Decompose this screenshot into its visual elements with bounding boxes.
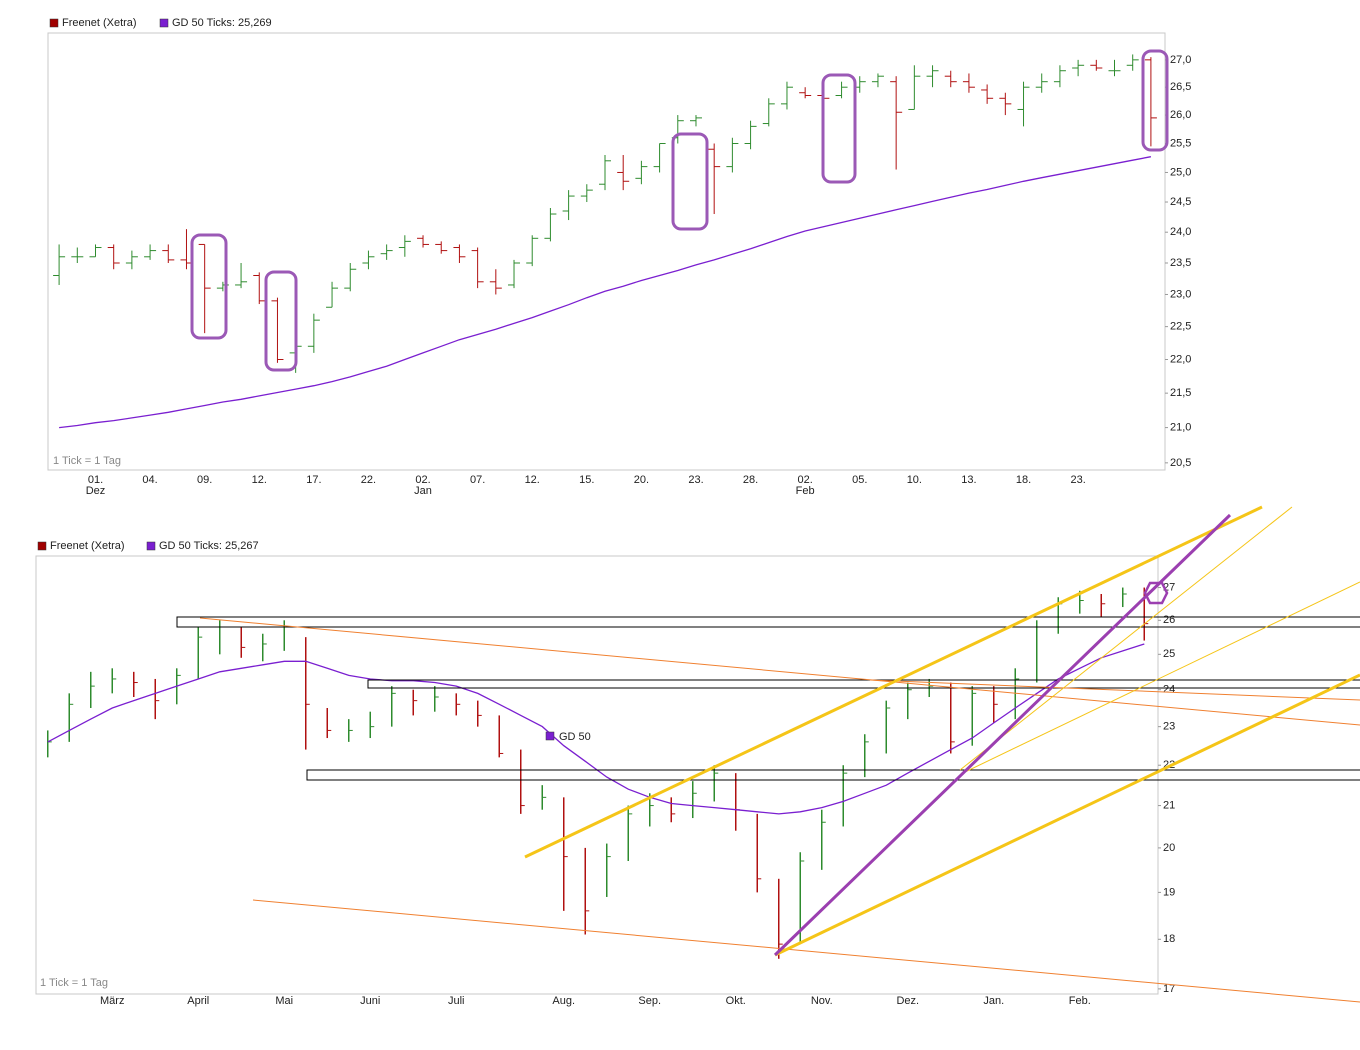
x-tick-label: 09.: [197, 474, 212, 486]
highlight-hex: [1143, 581, 1169, 605]
trend-line: [252, 899, 1360, 1003]
x-tick-label: Dez.: [896, 995, 919, 1007]
channel-line: [964, 581, 1360, 773]
moving-average: [59, 156, 1152, 429]
y-tick-label: 18: [1163, 933, 1175, 945]
x-tick-sublabel: Dez: [86, 485, 106, 497]
x-tick-label: 20.: [634, 474, 649, 486]
x-tick-label: April: [187, 995, 209, 1007]
x-tick-label: Mai: [275, 995, 293, 1007]
y-tick-label: 20: [1163, 842, 1175, 854]
channel-line: [774, 673, 1360, 957]
x-tick-label: Sep.: [638, 995, 661, 1007]
trend-line: [199, 617, 1360, 726]
legend-swatch: [37, 541, 47, 551]
y-tick-label: 22,5: [1170, 321, 1191, 333]
x-tick-label: 18.: [1016, 474, 1031, 486]
channel-line: [959, 506, 1293, 771]
x-tick-label: 23.: [1070, 474, 1085, 486]
y-tick-label: 23,0: [1170, 288, 1191, 300]
legend-swatch: [49, 18, 59, 28]
y-tick-label: 21,0: [1170, 421, 1191, 433]
x-tick-label: 23.: [688, 474, 703, 486]
legend-label: Freenet (Xetra): [62, 17, 137, 29]
x-tick-label: Nov.: [811, 995, 833, 1007]
x-tick-label: 12.: [252, 474, 267, 486]
y-tick-label: 27,0: [1170, 54, 1191, 66]
moving-average: [47, 643, 1145, 815]
y-tick-label: 24: [1163, 684, 1175, 696]
y-tick-label: 25,0: [1170, 166, 1191, 178]
highlight-box: [264, 270, 298, 372]
x-tick-label: 04.: [142, 474, 157, 486]
zone-box: [176, 616, 1360, 628]
trend-line: [869, 679, 1360, 701]
x-tick-label: Feb.: [1069, 995, 1091, 1007]
x-tick-label: Jan.: [983, 995, 1004, 1007]
x-tick-label: 10.: [907, 474, 922, 486]
x-tick-label: Juni: [360, 995, 380, 1007]
x-tick-sublabel: Feb: [796, 485, 815, 497]
x-tick-label: 28.: [743, 474, 758, 486]
y-tick-label: 26,5: [1170, 81, 1191, 93]
legend-label: GD 50 Ticks: 25,267: [159, 540, 259, 552]
y-tick-label: 19: [1163, 886, 1175, 898]
highlight-box: [190, 233, 228, 340]
ma-swatch: [545, 731, 555, 741]
legend-label: Freenet (Xetra): [50, 540, 125, 552]
y-tick-label: 17: [1163, 983, 1175, 995]
x-tick-label: 02.: [415, 474, 430, 486]
y-tick-label: 22,0: [1170, 353, 1191, 365]
y-tick-label: 21,5: [1170, 387, 1191, 399]
x-tick-label: 01.: [88, 474, 103, 486]
channel-line: [524, 505, 1263, 859]
x-tick-label: Okt.: [726, 995, 746, 1007]
plot-layer: Freenet (Xetra) GD 50 Ticks: 25,269 1 Tick…: [35, 17, 1191, 1007]
annotations: [176, 49, 1360, 1003]
tick-note: 1 Tick = 1 Tag: [40, 977, 108, 989]
y-tick-label: 24,0: [1170, 226, 1191, 238]
x-tick-label: Aug.: [552, 995, 575, 1007]
x-tick-label: 15.: [579, 474, 594, 486]
zone-box: [306, 769, 1360, 781]
plot-frame: [35, 555, 1159, 995]
legend-swatch: [159, 18, 169, 28]
x-tick-label: Juli: [448, 995, 465, 1007]
ma-label: GD 50: [559, 731, 591, 743]
highlight-box: [671, 132, 709, 231]
y-tick-label: 20,5: [1170, 457, 1191, 469]
x-tick-label: 05.: [852, 474, 867, 486]
x-tick-label: 22.: [361, 474, 376, 486]
support-line: [773, 513, 1232, 957]
highlight-box: [1141, 49, 1169, 152]
legend-swatch: [146, 541, 156, 551]
y-tick-label: 26,0: [1170, 109, 1191, 121]
tick-note: 1 Tick = 1 Tag: [53, 455, 121, 467]
y-tick-label: 24,5: [1170, 196, 1191, 208]
y-tick-label: 23,5: [1170, 257, 1191, 269]
x-tick-label: 17.: [306, 474, 321, 486]
y-tick-label: 25,5: [1170, 137, 1191, 149]
plot-frame: [47, 32, 1166, 471]
y-tick-label: 26: [1163, 614, 1175, 626]
y-tick-label: 21: [1163, 799, 1175, 811]
x-tick-sublabel: Jan: [414, 485, 432, 497]
y-tick-label: 25: [1163, 648, 1175, 660]
highlight-box: [821, 73, 857, 184]
x-tick-label: 13.: [961, 474, 976, 486]
legend-label: GD 50 Ticks: 25,269: [172, 17, 272, 29]
x-tick-label: 07.: [470, 474, 485, 486]
y-tick-label: 23: [1163, 721, 1175, 733]
x-tick-label: 12.: [525, 474, 540, 486]
x-tick-label: März: [100, 995, 124, 1007]
x-tick-label: 02.: [798, 474, 813, 486]
